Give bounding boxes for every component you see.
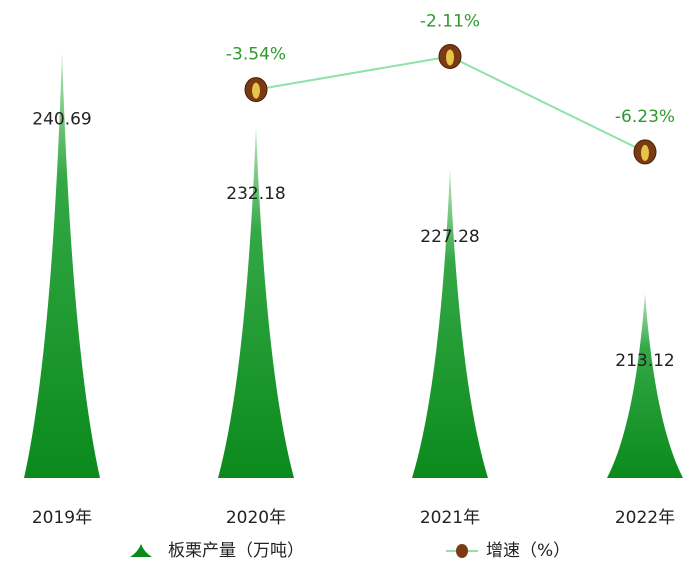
data-label: -3.54%	[226, 45, 286, 65]
bar	[218, 126, 294, 479]
data-label: 227.28	[420, 227, 479, 247]
data-label: -6.23%	[615, 107, 675, 127]
legend-label: 增速（%）	[486, 541, 570, 561]
legend-swatch	[130, 544, 152, 557]
bar	[24, 51, 100, 479]
marker-core	[446, 49, 454, 66]
data-label: -2.11%	[420, 11, 480, 31]
bar	[412, 168, 488, 478]
line-marker	[244, 77, 268, 103]
data-label: 213.12	[615, 351, 674, 371]
x-tick-label: 2019年	[32, 508, 92, 528]
marker-core	[252, 82, 260, 99]
line	[255, 55, 646, 153]
marker-core	[641, 144, 649, 161]
x-tick-label: 2021年	[420, 508, 480, 528]
x-tick-label: 2022年	[615, 508, 675, 528]
line-marker	[438, 43, 462, 69]
bar	[607, 292, 683, 478]
legend-marker	[456, 544, 468, 558]
data-label: 232.18	[226, 184, 285, 204]
legend-label: 板栗产量（万吨）	[168, 541, 304, 561]
line-marker	[633, 139, 657, 165]
data-label: 240.69	[32, 109, 91, 129]
x-tick-label: 2020年	[226, 508, 286, 528]
